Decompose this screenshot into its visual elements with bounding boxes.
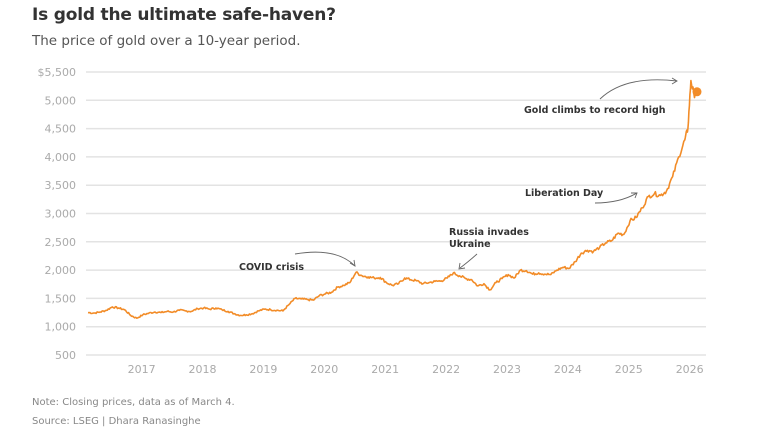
chart-title: Is gold the ultimate safe-haven? bbox=[32, 5, 336, 25]
annotation-liberation-day: Liberation Day bbox=[525, 188, 638, 204]
x-tick-label: 2021 bbox=[371, 363, 399, 376]
annotation-record-high: Gold climbs to record high bbox=[524, 77, 678, 116]
chart-subtitle: The price of gold over a 10-year period. bbox=[32, 33, 301, 49]
arrowhead-icon bbox=[458, 262, 466, 270]
x-tick-label: 2023 bbox=[493, 363, 521, 376]
annotation-label: COVID crisis bbox=[239, 262, 304, 273]
x-tick-label: 2018 bbox=[188, 363, 216, 376]
x-axis-ticks: 2017 2018 2019 2020 2021 2022 2023 2024 2025 2026 bbox=[128, 363, 704, 376]
y-tick-label: 5,000 bbox=[45, 94, 77, 107]
annotation-label-line1: Russia invades bbox=[449, 227, 529, 238]
arrowhead-icon bbox=[631, 192, 638, 199]
chart-note: Note: Closing prices, data as of March 4… bbox=[32, 397, 235, 408]
y-tick-label: $5,500 bbox=[38, 66, 77, 79]
x-tick-label: 2024 bbox=[554, 363, 582, 376]
annotation-label: Gold climbs to record high bbox=[524, 105, 666, 116]
y-tick-label: 1,000 bbox=[45, 321, 77, 334]
annotation-label: Liberation Day bbox=[525, 188, 604, 199]
annotation-covid: COVID crisis bbox=[239, 251, 356, 273]
x-tick-label: 2017 bbox=[128, 363, 156, 376]
annotation-arrow-icon bbox=[594, 192, 638, 204]
x-tick-label: 2026 bbox=[676, 363, 704, 376]
annotation-arrow-icon bbox=[599, 79, 678, 100]
y-tick-label: 3,500 bbox=[45, 179, 77, 192]
y-tick-label: 500 bbox=[55, 349, 76, 362]
y-tick-label: 4,500 bbox=[45, 123, 77, 136]
y-tick-label: 2,500 bbox=[45, 236, 77, 249]
latest-value-marker bbox=[692, 87, 702, 97]
chart-source: Source: LSEG | Dhara Ranasinghe bbox=[32, 416, 201, 427]
x-tick-label: 2020 bbox=[310, 363, 338, 376]
y-tick-label: 1,500 bbox=[45, 292, 77, 305]
x-tick-label: 2019 bbox=[249, 363, 277, 376]
gridlines bbox=[86, 71, 706, 356]
x-tick-label: 2025 bbox=[615, 363, 643, 376]
y-tick-label: 3,000 bbox=[45, 208, 77, 221]
y-tick-label: 4,000 bbox=[45, 151, 77, 164]
gold-price-line bbox=[87, 79, 698, 320]
arrowhead-icon bbox=[671, 77, 678, 85]
x-tick-label: 2022 bbox=[432, 363, 460, 376]
y-axis-ticks: 500 1,000 1,500 2,000 2,500 3,000 3,500 4,000 4,… bbox=[38, 66, 77, 362]
annotation-arrow-icon bbox=[459, 253, 478, 269]
arrowhead-icon bbox=[349, 259, 356, 267]
annotation-arrow-icon bbox=[294, 251, 356, 267]
annotation-russia: Russia invades Ukraine bbox=[449, 227, 529, 270]
y-tick-label: 2,000 bbox=[45, 264, 77, 277]
annotation-label-line2: Ukraine bbox=[449, 239, 491, 250]
